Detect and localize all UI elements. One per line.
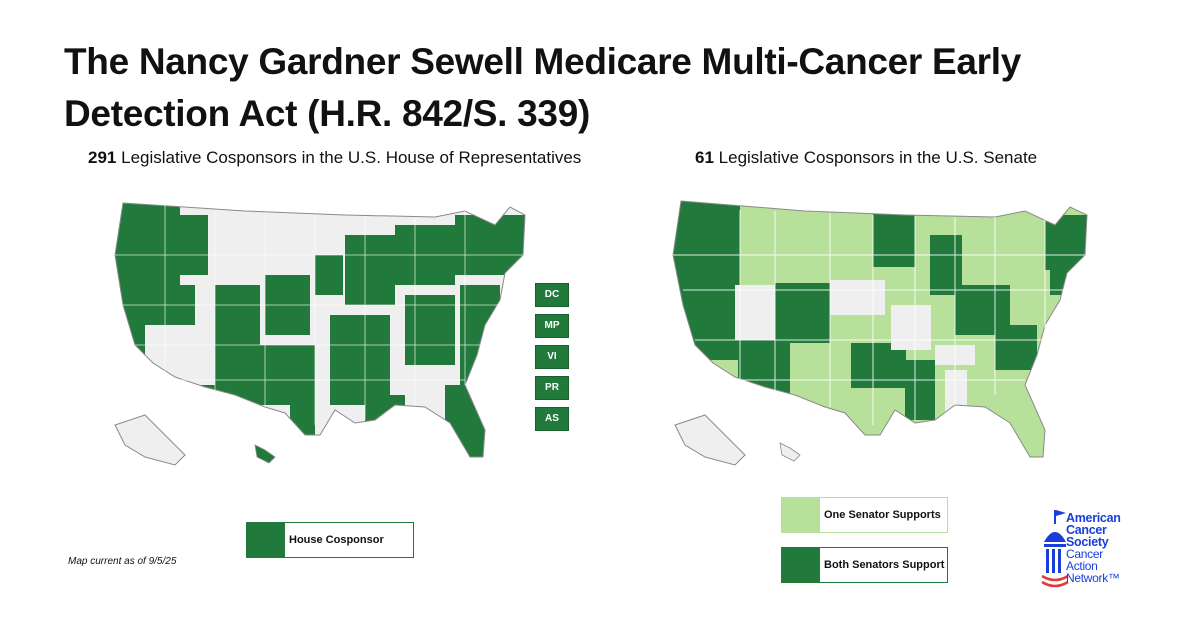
- alaska-shape: [114, 414, 186, 466]
- legend-both-senators: Both Senators Support: [781, 547, 948, 583]
- legend-house-cosponsor: House Cosponsor: [246, 522, 414, 558]
- logo-line2: Cancer: [1066, 523, 1107, 537]
- legend-swatch-dark-senate: [782, 548, 820, 582]
- senate-count: 61: [695, 148, 714, 167]
- hawaii-shape: [254, 444, 276, 464]
- senate-subtitle-text: Legislative Cosponsors in the U.S. Senat…: [718, 148, 1038, 167]
- logo-line3: Society: [1066, 535, 1109, 549]
- acs-can-logo: American Cancer Society Cancer Action Ne…: [1040, 508, 1150, 594]
- logo-line1: American: [1066, 511, 1121, 525]
- logo-line4: Cancer: [1066, 547, 1103, 561]
- house-subtitle: 291 Legislative Cosponsors in the U.S. H…: [88, 148, 581, 168]
- house-count: 291: [88, 148, 117, 167]
- house-districts: [115, 203, 525, 457]
- hawaii-shape-senate: [779, 442, 801, 462]
- territory-dc: DC: [535, 283, 569, 307]
- senate-map: [672, 200, 1088, 466]
- page-title: The Nancy Gardner Sewell Medicare Multi-…: [64, 41, 1022, 134]
- legend-house-label: House Cosponsor: [289, 534, 384, 546]
- territory-vi: VI: [535, 345, 569, 369]
- territory-pr: PR: [535, 376, 569, 400]
- senate-states: [673, 201, 1087, 457]
- logo-line6: Network™: [1066, 571, 1120, 585]
- legend-both-label: Both Senators Support: [824, 559, 945, 571]
- house-district-lines: [115, 205, 523, 425]
- alaska-shape-senate: [674, 414, 746, 466]
- logo-text: American Cancer Society Cancer Action Ne…: [1066, 512, 1121, 584]
- legend-swatch-light: [782, 498, 820, 532]
- legend-one-label: One Senator Supports: [824, 509, 941, 521]
- map-date-note: Map current as of 9/5/25: [68, 556, 177, 567]
- legend-one-senator: One Senator Supports: [781, 497, 948, 533]
- senate-subtitle: 61 Legislative Cosponsors in the U.S. Se…: [695, 148, 1037, 168]
- capitol-torch-icon: [1041, 510, 1069, 588]
- senate-state-lines: [673, 210, 1085, 425]
- house-map: [114, 202, 526, 466]
- house-subtitle-text: Legislative Cosponsors in the U.S. House…: [121, 148, 582, 167]
- territory-boxes: DC MP VI PR AS: [535, 283, 569, 438]
- logo-line5: Action: [1066, 559, 1098, 573]
- territory-as: AS: [535, 407, 569, 431]
- territory-mp: MP: [535, 314, 569, 338]
- legend-swatch-dark: [247, 523, 285, 557]
